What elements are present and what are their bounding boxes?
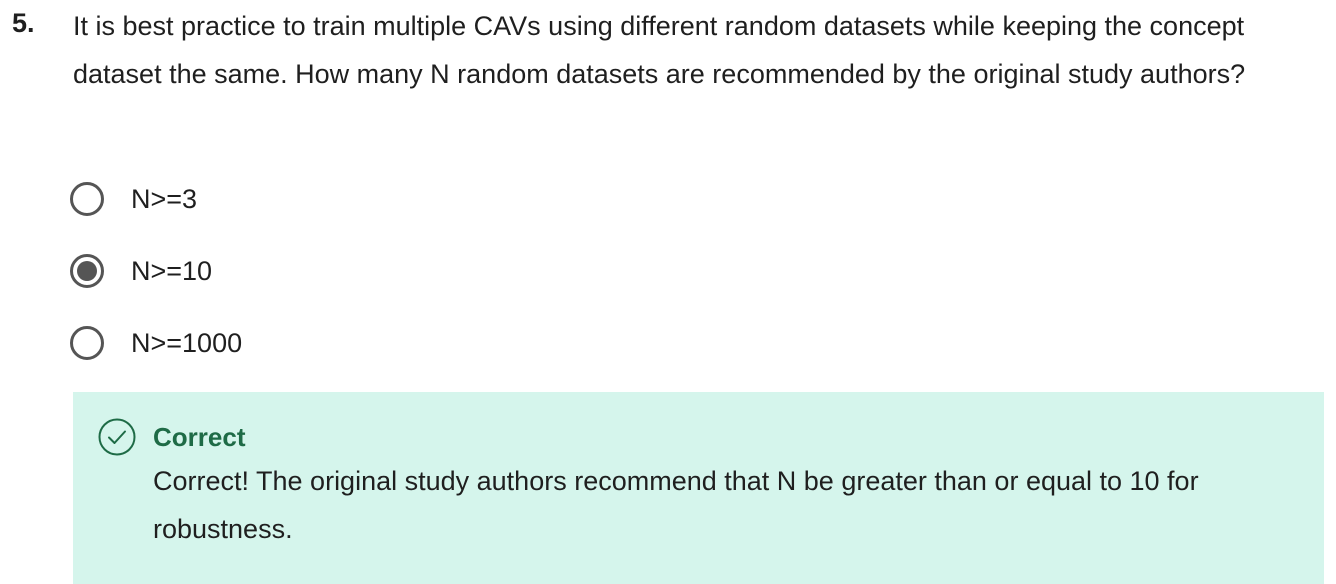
- option-label: N>=1000: [131, 328, 243, 358]
- option-n-gte-10[interactable]: N>=10: [70, 249, 670, 293]
- option-label: N>=10: [131, 256, 213, 286]
- feedback-title: Correct: [153, 422, 246, 452]
- radio-selected-dot: [77, 261, 97, 281]
- feedback-text: Correct! The original study authors reco…: [153, 466, 1199, 544]
- feedback-panel: Correct Correct! The original study auth…: [73, 392, 1324, 584]
- check-circle-icon: [98, 418, 136, 456]
- option-n-gte-3[interactable]: N>=3: [70, 177, 670, 221]
- question-number: 5.: [12, 8, 35, 38]
- option-n-gte-1000[interactable]: N>=1000: [70, 321, 670, 365]
- question-text: It is best practice to train multiple CA…: [73, 11, 1246, 89]
- radio-button[interactable]: [70, 182, 104, 216]
- option-label: N>=3: [131, 184, 198, 214]
- radio-button[interactable]: [70, 326, 104, 360]
- radio-button-selected[interactable]: [70, 254, 104, 288]
- answer-options: N>=3 N>=10 N>=1000: [70, 177, 670, 393]
